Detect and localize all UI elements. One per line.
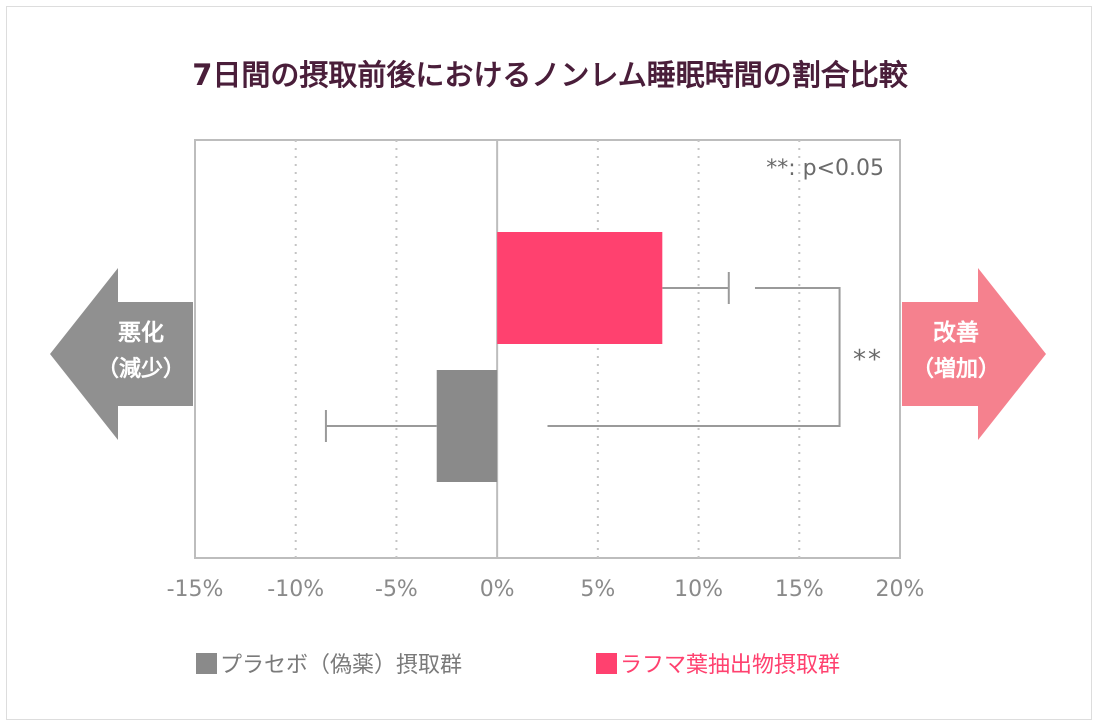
x-tick-label: -5% xyxy=(375,577,418,602)
x-tick-label: 10% xyxy=(674,577,723,602)
better-arrow-line1: 改善 xyxy=(933,319,979,346)
bar-placebo xyxy=(436,370,498,482)
x-tick-label: 20% xyxy=(876,577,925,602)
plot-area xyxy=(194,139,901,559)
x-tick-label: 15% xyxy=(775,577,824,602)
worse-arrow-line2: （減少） xyxy=(97,357,185,382)
legend-swatch-placebo xyxy=(196,653,217,674)
worse-arrow: 悪化 （減少） xyxy=(50,268,193,440)
significance-bracket: ** xyxy=(547,287,883,427)
legend-label-placebo: プラセボ（偽薬）摂取群 xyxy=(220,653,462,678)
legend: プラセボ（偽薬）摂取群 ラフマ葉抽出物摂取群 xyxy=(196,653,840,678)
x-tick-label: 0% xyxy=(480,577,515,602)
worse-arrow-shape xyxy=(50,268,193,440)
x-tick-label: -15% xyxy=(167,577,224,602)
significance-marker: ** xyxy=(853,345,883,375)
bars xyxy=(324,232,730,482)
x-tick-labels: -15% -10% -5% 0% 5% 10% 15% 20% xyxy=(167,577,925,602)
better-arrow: 改善 （増加） xyxy=(902,268,1046,440)
better-arrow-shape xyxy=(902,268,1046,440)
chart-title: 7日間の摂取前後におけるノンレム睡眠時間の割合比較 xyxy=(192,58,909,92)
legend-label-rafuma: ラフマ葉抽出物摂取群 xyxy=(620,653,840,678)
x-tick-label: 5% xyxy=(580,577,615,602)
bar-rafuma xyxy=(497,232,663,344)
better-arrow-line2: （増加） xyxy=(912,356,1000,382)
worse-arrow-line1: 悪化 xyxy=(118,319,164,346)
x-tick-label: -10% xyxy=(267,577,324,602)
bracket-line xyxy=(547,287,841,427)
grid-lines xyxy=(294,140,801,558)
legend-swatch-rafuma xyxy=(596,653,617,674)
significance-note: **: p<0.05 xyxy=(766,156,884,181)
